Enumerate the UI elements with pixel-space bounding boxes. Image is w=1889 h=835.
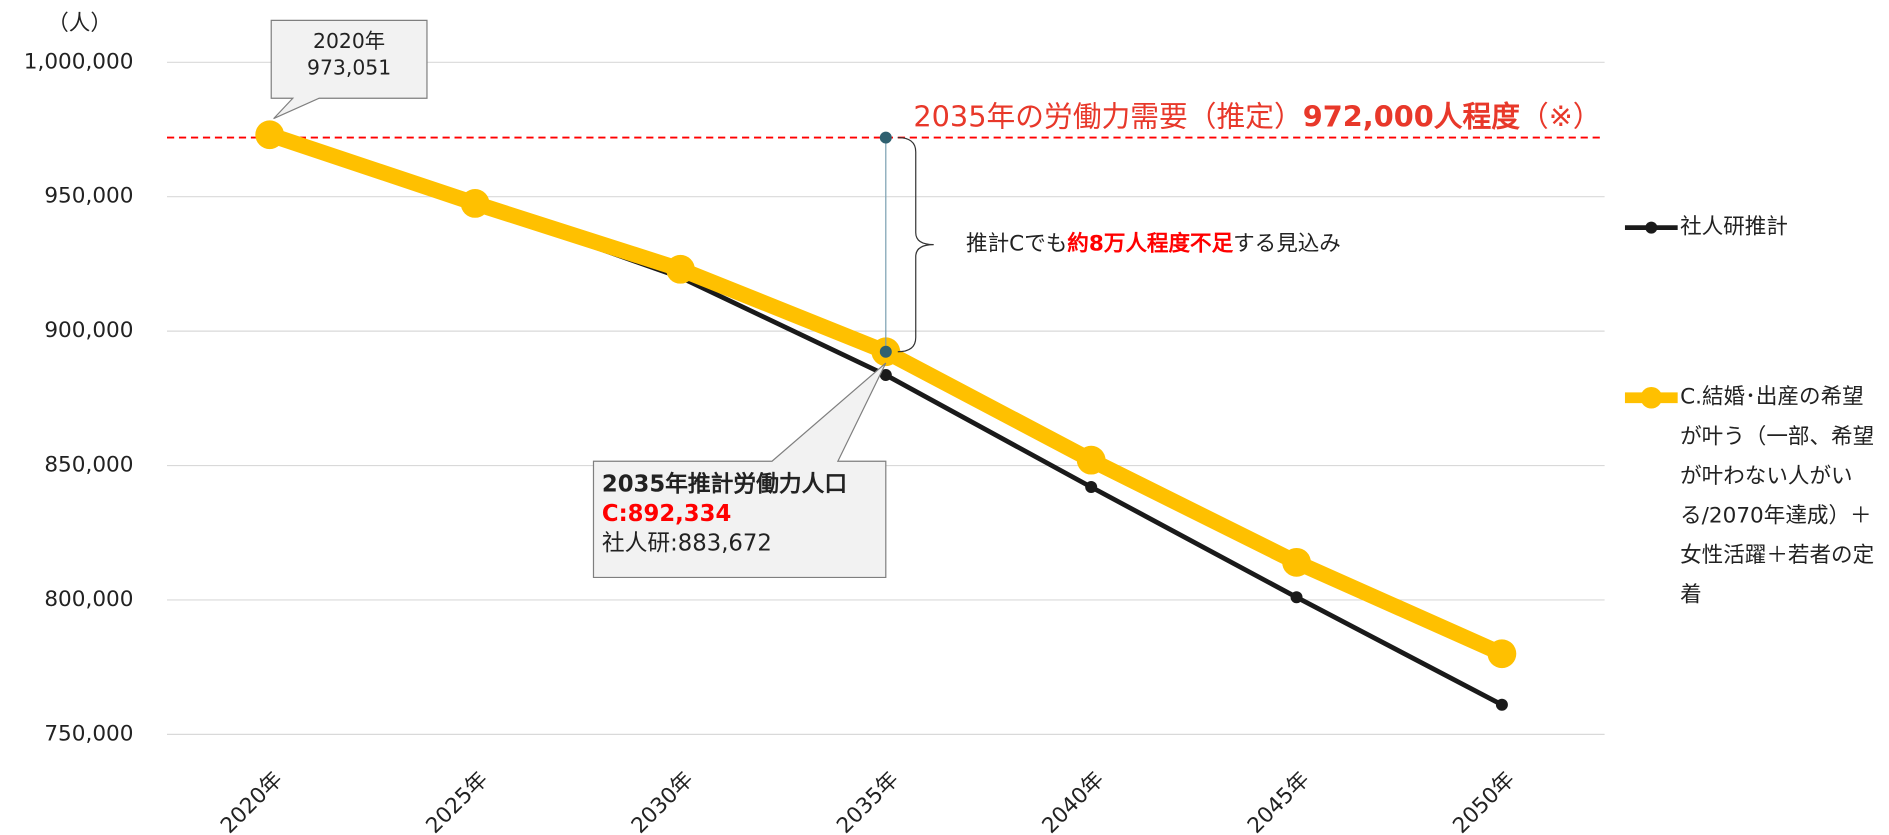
legend-label: C.結婚･出産の希望が叶う（一部、希望が叶わない人がいる/2070年達成）＋女性… [1680,384,1875,608]
reference-label-part: （※） [1520,99,1602,133]
y-tick-label: 900,000 [44,318,133,343]
reference-label: 2035年の労働力需要（推定）972,000人程度（※） [913,99,1601,133]
legend-marker [1645,221,1658,234]
data-point [1495,698,1508,711]
data-point [1076,445,1106,475]
unit-label: （人） [47,11,112,36]
x-tick-label: 2035年 [832,767,904,835]
gap-note-part: 推計Cでも [966,232,1067,257]
data-point [1487,639,1517,669]
callout-box [592,362,887,579]
data-point [460,189,490,218]
x-tick-label: 2025年 [421,767,493,835]
data-point [1282,547,1311,577]
gap-note: 推計Cでも約8万人程度不足する見込み [966,231,1341,257]
gap-point [879,345,892,358]
callout-text: 2035年推計労働力人口 [602,471,847,498]
x-tick-label: 2020年 [216,767,288,835]
x-tick-label: 2030年 [627,767,699,835]
callout-text: 社人研:883,672 [602,530,772,556]
y-tick-label: 950,000 [44,184,133,209]
callout-text: 2020年 [313,29,385,53]
gap-note-part: 約8万人程度不足 [1067,231,1233,257]
gap-point [879,131,892,144]
x-tick-label: 2045年 [1243,767,1315,835]
y-tick-label: 850,000 [44,453,133,478]
y-tick-label: 1,000,000 [24,49,134,74]
data-point [879,369,892,382]
data-point [1290,591,1303,604]
reference-label-part: 972,000人程度 [1303,99,1520,133]
data-point [666,254,695,284]
gap-note-part: する見込み [1233,232,1341,257]
y-tick-label: 750,000 [44,721,133,746]
x-tick-label: 2050年 [1448,767,1520,835]
callout-box [270,19,428,120]
brace [897,136,934,353]
reference-label-part: 2035年の労働力需要（推定） [913,99,1302,133]
legend-marker [1640,386,1663,409]
x-tick-label: 2040年 [1038,767,1110,835]
callout-text: 973,051 [307,55,391,79]
legend-item: 社人研推計 [1680,214,1788,240]
callout-text: C:892,334 [602,501,731,527]
legend-item: C.結婚･出産の希望が叶う（一部、希望が叶わない人がいる/2070年達成）＋女性… [1680,384,1875,608]
data-point [255,120,285,150]
data-point [1085,481,1098,494]
legend-label: 社人研推計 [1680,214,1788,240]
y-tick-label: 800,000 [44,587,133,612]
